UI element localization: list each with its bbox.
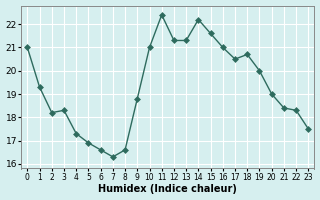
X-axis label: Humidex (Indice chaleur): Humidex (Indice chaleur) <box>98 184 237 194</box>
